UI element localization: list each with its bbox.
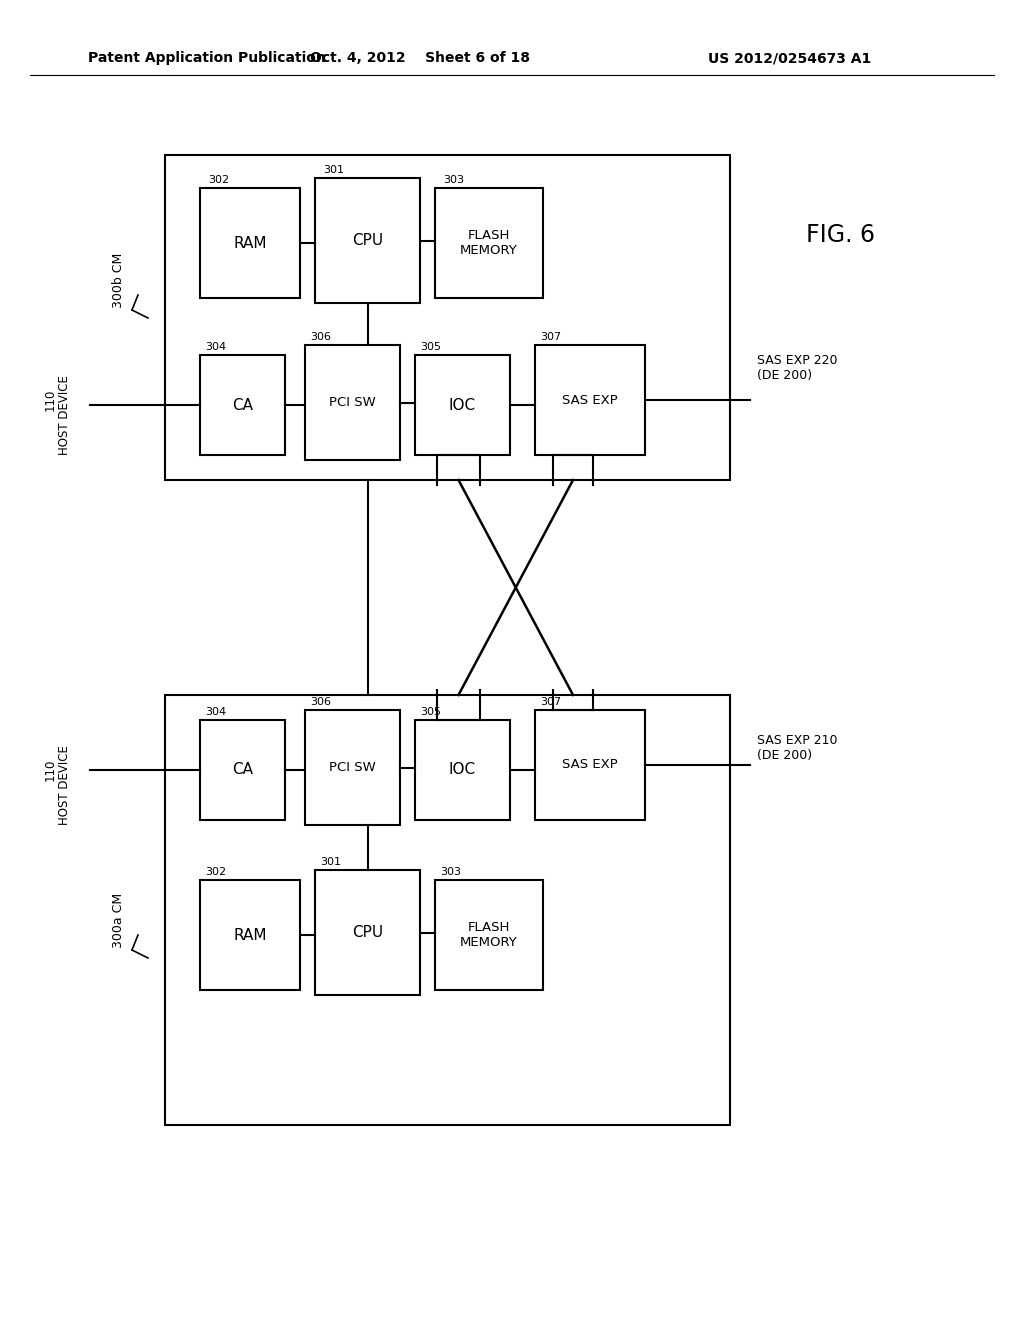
Bar <box>305 345 400 459</box>
Text: (DE 200): (DE 200) <box>757 748 812 762</box>
Bar <box>200 187 300 298</box>
Bar <box>315 178 420 304</box>
Bar <box>305 710 400 825</box>
Text: 110: 110 <box>43 389 56 412</box>
Text: CPU: CPU <box>352 234 383 248</box>
Text: RAM: RAM <box>233 928 266 942</box>
Text: HOST DEVICE: HOST DEVICE <box>58 375 72 455</box>
Text: FIG. 6: FIG. 6 <box>806 223 874 247</box>
Text: Patent Application Publication: Patent Application Publication <box>88 51 326 65</box>
Text: IOC: IOC <box>449 763 476 777</box>
Text: SAS EXP 220: SAS EXP 220 <box>757 354 838 367</box>
Text: FLASH
MEMORY: FLASH MEMORY <box>460 921 518 949</box>
Text: PCI SW: PCI SW <box>329 762 376 774</box>
Text: 306: 306 <box>310 333 331 342</box>
Text: IOC: IOC <box>449 397 476 412</box>
Text: SAS EXP: SAS EXP <box>562 393 617 407</box>
Bar <box>200 719 285 820</box>
Bar <box>165 696 730 1125</box>
Bar <box>200 355 285 455</box>
Text: 306: 306 <box>310 697 331 708</box>
Text: (DE 200): (DE 200) <box>757 368 812 381</box>
Text: 302: 302 <box>208 176 229 185</box>
Text: HOST DEVICE: HOST DEVICE <box>58 744 72 825</box>
Bar <box>535 345 645 455</box>
Text: US 2012/0254673 A1: US 2012/0254673 A1 <box>709 51 871 65</box>
Text: 300b CM: 300b CM <box>112 252 125 308</box>
Bar <box>435 187 543 298</box>
Text: CA: CA <box>232 397 253 412</box>
Text: SAS EXP 210: SAS EXP 210 <box>757 734 838 747</box>
Bar <box>315 870 420 995</box>
Text: 307: 307 <box>540 697 561 708</box>
Text: 304: 304 <box>205 342 226 352</box>
Text: 301: 301 <box>323 165 344 176</box>
Text: 307: 307 <box>540 333 561 342</box>
Bar <box>435 880 543 990</box>
Text: CPU: CPU <box>352 925 383 940</box>
Text: 300a CM: 300a CM <box>112 892 125 948</box>
Text: 303: 303 <box>440 867 461 876</box>
Text: CA: CA <box>232 763 253 777</box>
Text: 110: 110 <box>43 759 56 781</box>
Text: 302: 302 <box>205 867 226 876</box>
Text: Oct. 4, 2012    Sheet 6 of 18: Oct. 4, 2012 Sheet 6 of 18 <box>310 51 530 65</box>
Text: 303: 303 <box>443 176 464 185</box>
Text: 304: 304 <box>205 708 226 717</box>
Text: SAS EXP: SAS EXP <box>562 759 617 771</box>
Text: PCI SW: PCI SW <box>329 396 376 409</box>
Text: 305: 305 <box>420 708 441 717</box>
Text: RAM: RAM <box>233 235 266 251</box>
Bar <box>200 880 300 990</box>
Bar <box>415 719 510 820</box>
Bar <box>165 154 730 480</box>
Text: 301: 301 <box>319 857 341 867</box>
Text: 305: 305 <box>420 342 441 352</box>
Bar <box>415 355 510 455</box>
Text: FLASH
MEMORY: FLASH MEMORY <box>460 228 518 257</box>
Bar <box>535 710 645 820</box>
